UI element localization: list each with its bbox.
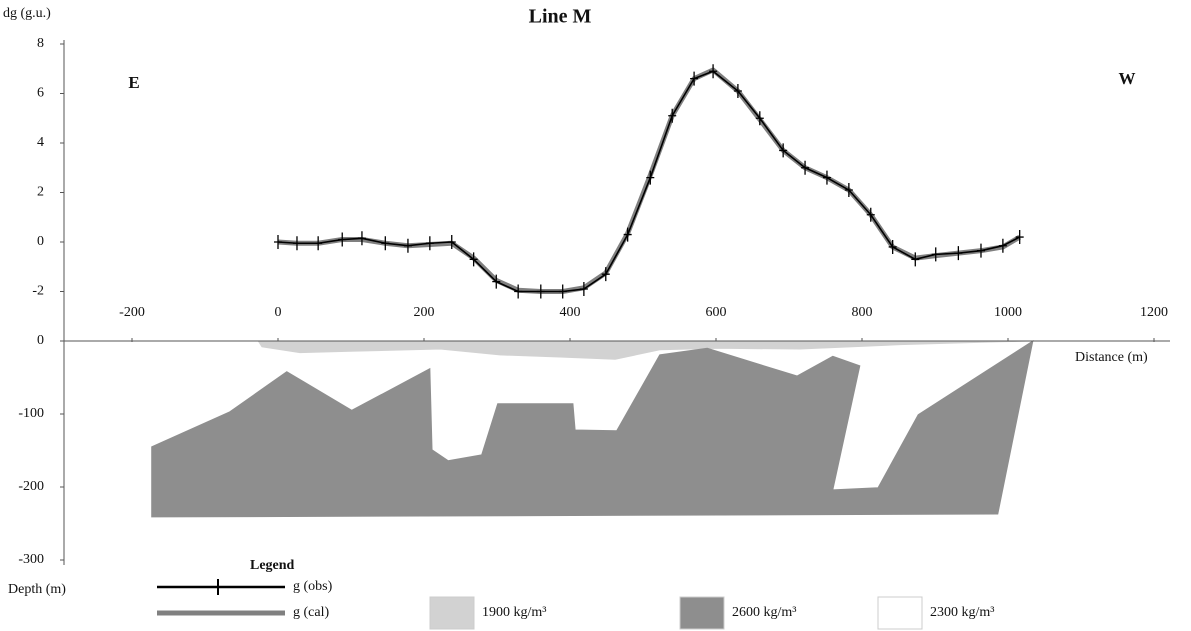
chart-title: Line M: [529, 6, 592, 28]
y-axis-label: Depth (m): [8, 582, 66, 597]
y-tick-label: 4: [37, 135, 44, 150]
data-point: [801, 160, 810, 175]
data-point: [755, 111, 764, 126]
data-point: [492, 274, 501, 289]
y-tick-label: -300: [18, 552, 44, 567]
x-tick-label: 1000: [994, 305, 1022, 320]
y-tick-label: -2: [32, 284, 44, 299]
x-tick-label: 600: [706, 305, 727, 320]
legend-label: g (obs): [293, 579, 333, 594]
data-point: [447, 235, 456, 249]
legend-label: g (cal): [293, 605, 329, 620]
x-tick-label: 400: [560, 305, 581, 320]
data-line: [277, 70, 1021, 293]
data-point: [274, 235, 282, 249]
data-point: [668, 108, 677, 123]
data-point: [601, 267, 610, 282]
y-tick-label: 0: [37, 333, 44, 348]
data-point: [357, 231, 366, 246]
y-tick-label: 6: [37, 86, 44, 101]
x-tick-label: 0: [275, 305, 282, 320]
data-point: [866, 207, 875, 222]
legend-title: Legend: [250, 558, 295, 573]
data-point: [646, 170, 655, 185]
legend-label: 1900 kg/m³: [482, 605, 546, 620]
y-tick-label: 2: [37, 185, 44, 200]
data-point: [623, 227, 632, 242]
data-point: [403, 238, 412, 253]
y-tick-label: -100: [18, 406, 44, 421]
data-point: [822, 170, 831, 185]
density-body: [151, 339, 1034, 518]
x-axis-label: Distance (m): [1075, 350, 1148, 365]
data-point: [998, 238, 1007, 253]
data-point: [1015, 230, 1024, 245]
data-point: [469, 252, 478, 267]
y-tick-label: 0: [37, 234, 44, 249]
data-point: [954, 246, 963, 261]
x-tick-label: 800: [852, 305, 873, 320]
x-tick-label: -200: [119, 305, 145, 320]
legend-swatch: [429, 596, 475, 630]
legend-label: 2300 kg/m³: [930, 605, 994, 620]
data-point: [779, 143, 788, 158]
data-point: [292, 236, 301, 251]
data-point: [381, 236, 390, 251]
data-point: [579, 282, 588, 297]
data-point: [690, 71, 699, 86]
legend-label: 2600 kg/m³: [732, 605, 796, 620]
data-point: [558, 284, 567, 299]
data-point: [931, 247, 940, 262]
data-point: [536, 284, 545, 299]
x-tick-label: 1200: [1140, 305, 1168, 320]
data-point: [338, 232, 347, 247]
legend-swatch: [877, 596, 923, 630]
data-point: [976, 243, 985, 258]
data-point: [425, 236, 434, 251]
y-tick-label: 8: [37, 36, 44, 51]
data-point: [514, 284, 523, 299]
y-axis-label: dg (g.u.): [3, 6, 51, 21]
annotation: W: [1119, 69, 1136, 88]
density-body: [257, 340, 1030, 360]
data-point: [844, 183, 853, 198]
legend-swatch: [679, 596, 725, 630]
data-point: [733, 84, 742, 99]
data-point: [888, 239, 897, 254]
x-tick-label: 200: [414, 305, 435, 320]
y-tick-label: -200: [18, 479, 44, 494]
data-point: [709, 64, 718, 79]
annotation: E: [128, 73, 139, 92]
data-point: [911, 252, 920, 267]
data-point: [314, 236, 323, 251]
